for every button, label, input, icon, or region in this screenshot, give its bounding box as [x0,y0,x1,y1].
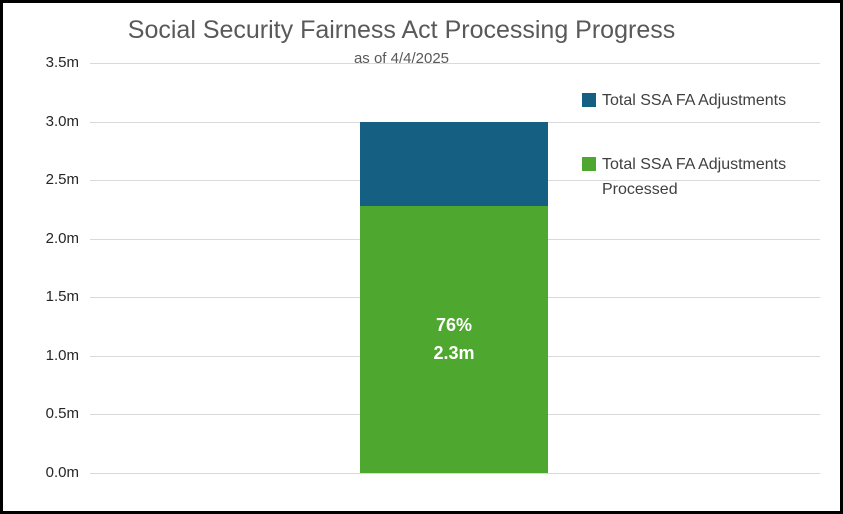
y-axis-tick-label: 0.0m [45,464,79,481]
bar-segment [360,205,548,473]
y-axis-tick-label: 3.0m [45,112,79,130]
legend-label: Total SSA FA Adjustments Processed [602,156,787,198]
y-axis-tick-label: 2.0m [45,229,79,247]
bar-data-label-line: 2.3m [433,343,475,364]
gridline [90,63,820,64]
bar-data-label: 76% 2.3m [360,206,548,473]
y-axis-tick-label: 1.0m [45,346,79,364]
legend-swatch-icon [582,157,596,171]
y-axis-tick-label: 0.5m [45,405,79,423]
bar-data-label-line: 76% [435,315,473,336]
legend-item: Total SSA FA Adjustments Processed [582,152,822,202]
chart-title: Social Security Fairness Act Processing … [127,16,676,44]
y-axis-tick-label: 2.5m [45,171,79,189]
chart-subtitle: as of 4/4/2025 [353,50,450,67]
gridline [90,473,820,474]
bar-segment [360,121,548,206]
y-axis-tick-label: 3.5m [45,54,79,71]
y-axis-tick-label: 1.5m [45,288,79,306]
legend-item: Total SSA FA Adjustments [582,88,822,113]
legend-label: Total SSA FA Adjustments [602,92,787,109]
legend-swatch-icon [582,93,596,107]
